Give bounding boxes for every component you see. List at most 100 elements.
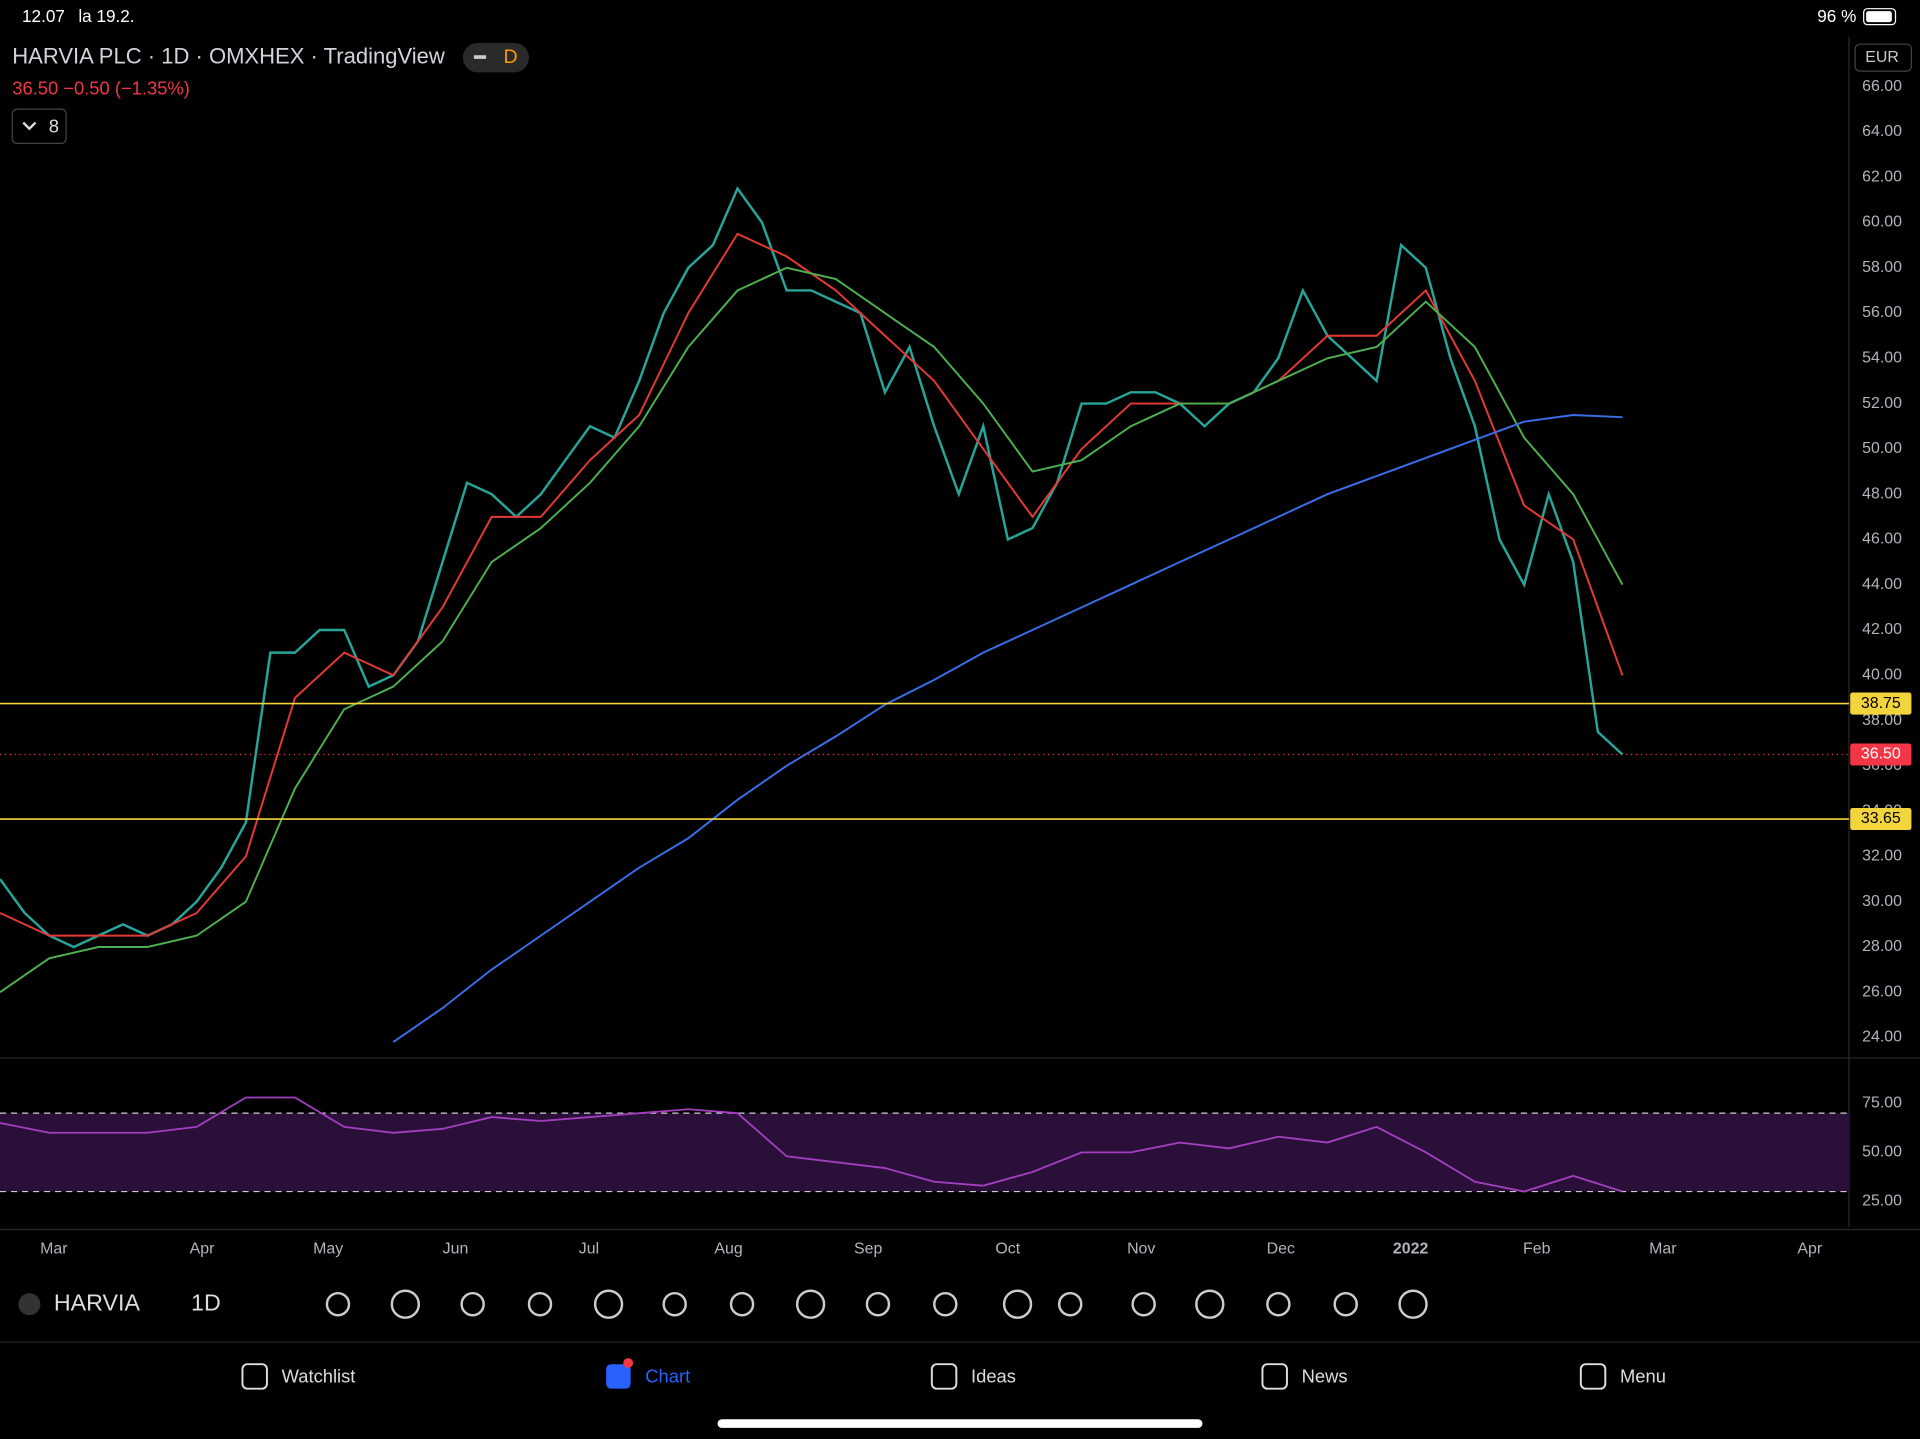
y-tick-label: 60.00 [1862, 214, 1902, 231]
rsi-line [0, 1096, 1623, 1193]
nav-label[interactable]: News [1302, 1366, 1348, 1387]
tool-icon[interactable] [865, 1291, 891, 1317]
tool-icon[interactable] [325, 1291, 351, 1317]
market-badge: D [504, 46, 518, 68]
status-date: la 19.2. [78, 6, 134, 26]
tool-icon[interactable] [527, 1291, 553, 1317]
level-label: 33.65 [1861, 810, 1901, 827]
moving-average [0, 266, 1624, 994]
tool-icon[interactable] [390, 1289, 420, 1319]
y-tick-label: 50.00 [1862, 440, 1902, 457]
rsi-tick-label: 75.00 [1862, 1095, 1902, 1112]
nav-icon[interactable] [606, 1364, 631, 1389]
price-line [0, 186, 1624, 949]
nav-badge [623, 1358, 634, 1368]
nav-icon[interactable] [241, 1363, 268, 1390]
tool-icon[interactable] [795, 1289, 826, 1319]
level-label: 38.75 [1861, 695, 1901, 712]
y-tick-label: 24.00 [1862, 1029, 1902, 1046]
symbol-logo [18, 1293, 41, 1316]
tool-icon[interactable] [1131, 1291, 1156, 1317]
x-tick-label: 2022 [1393, 1240, 1429, 1257]
moving-average [392, 413, 1623, 1043]
toolbar-symbol[interactable]: HARVIA [54, 1289, 141, 1315]
y-tick-label: 54.00 [1862, 350, 1902, 367]
y-tick-label: 66.00 [1862, 78, 1902, 95]
x-tick-label: Nov [1127, 1240, 1155, 1257]
market-status[interactable] [462, 42, 529, 73]
level-tag [1850, 692, 1912, 715]
x-tick-label: Mar [1649, 1240, 1677, 1257]
rsi-tick-label: 50.00 [1862, 1144, 1902, 1161]
quote: 36.50 −0.50 (−1.35%) [12, 77, 190, 98]
tool-icon[interactable] [1002, 1289, 1033, 1319]
status-time: 12.07 [22, 6, 65, 26]
tool-icon[interactable] [662, 1291, 687, 1317]
tool-icon[interactable] [593, 1289, 624, 1319]
y-tick-label: 46.00 [1862, 531, 1902, 548]
y-tick-label: 44.00 [1862, 576, 1902, 593]
tool-icon[interactable] [1333, 1291, 1358, 1317]
tool-icon[interactable] [1266, 1291, 1291, 1317]
y-tick-label: 56.00 [1862, 304, 1902, 321]
y-tick-label: 52.00 [1862, 395, 1902, 412]
x-tick-label: Jul [579, 1240, 599, 1257]
plot: 24.0026.0028.0030.0032.0034.0036.0038.00… [0, 78, 1912, 1257]
y-tick-label: 32.00 [1862, 848, 1902, 865]
chevron [22, 121, 37, 131]
toolbar [0, 1271, 1920, 1340]
indicators-toggle[interactable] [11, 108, 67, 144]
tool-icon[interactable] [1057, 1291, 1083, 1317]
nav-icon[interactable] [930, 1363, 958, 1390]
x-tick-label: Jun [443, 1240, 469, 1257]
toolbar-icons [325, 1289, 1428, 1319]
x-tick-label: Feb [1523, 1240, 1551, 1257]
x-tick-label: Sep [854, 1240, 882, 1257]
x-tick-label: Oct [995, 1240, 1020, 1257]
y-tick-label: 30.00 [1862, 893, 1902, 910]
x-tick-label: Mar [40, 1240, 68, 1257]
home-indicator [717, 1419, 1203, 1428]
battery-icon [1863, 8, 1897, 26]
symbol-title: HARVIA PLC · 1D · OMXHEX · TradingView [12, 43, 445, 68]
x-tick-label: Aug [714, 1240, 742, 1257]
tool-icon[interactable] [1398, 1289, 1428, 1319]
y-tick-label: 58.00 [1862, 259, 1902, 276]
nav-icon[interactable] [1261, 1363, 1288, 1390]
market-icon [473, 55, 487, 59]
y-tick-label: 28.00 [1862, 938, 1902, 955]
y-tick-label: 40.00 [1862, 666, 1902, 683]
nav-icon[interactable] [1579, 1363, 1607, 1390]
last-price-tag [1850, 743, 1912, 766]
x-tick-label: May [313, 1240, 343, 1257]
last-price-label: 36.50 [1861, 746, 1901, 763]
y-tick-label: 64.00 [1862, 123, 1902, 140]
nav-label[interactable]: Watchlist [282, 1366, 356, 1387]
currency-button[interactable] [1854, 43, 1913, 72]
x-tick-label: Dec [1267, 1240, 1295, 1257]
rsi-tick-label: 25.00 [1862, 1193, 1902, 1210]
tool-icon[interactable] [729, 1291, 755, 1317]
nav-label[interactable]: Menu [1620, 1366, 1666, 1387]
nav-label[interactable]: Chart [645, 1366, 690, 1387]
status-battery: 96 % [1817, 6, 1856, 26]
toolbar-interval[interactable]: 1D [191, 1289, 221, 1315]
currency: EUR [1865, 49, 1899, 66]
y-tick-label: 48.00 [1862, 485, 1902, 502]
tool-icon[interactable] [933, 1291, 958, 1317]
bottom-nav: Watchlist Chart Ideas News Menu [241, 1358, 1666, 1390]
level-tag [1850, 808, 1912, 831]
tool-icon[interactable] [460, 1291, 485, 1317]
x-tick-label: Apr [190, 1240, 215, 1257]
battery-level [1866, 11, 1892, 23]
indicators-count: 8 [49, 115, 59, 136]
y-tick-label: 38.00 [1862, 712, 1902, 729]
y-tick-label: 62.00 [1862, 168, 1902, 185]
y-tick-label: 26.00 [1862, 983, 1902, 1000]
nav-label[interactable]: Ideas [971, 1366, 1016, 1387]
y-tick-label: 42.00 [1862, 621, 1902, 638]
tool-icon[interactable] [1195, 1289, 1225, 1319]
